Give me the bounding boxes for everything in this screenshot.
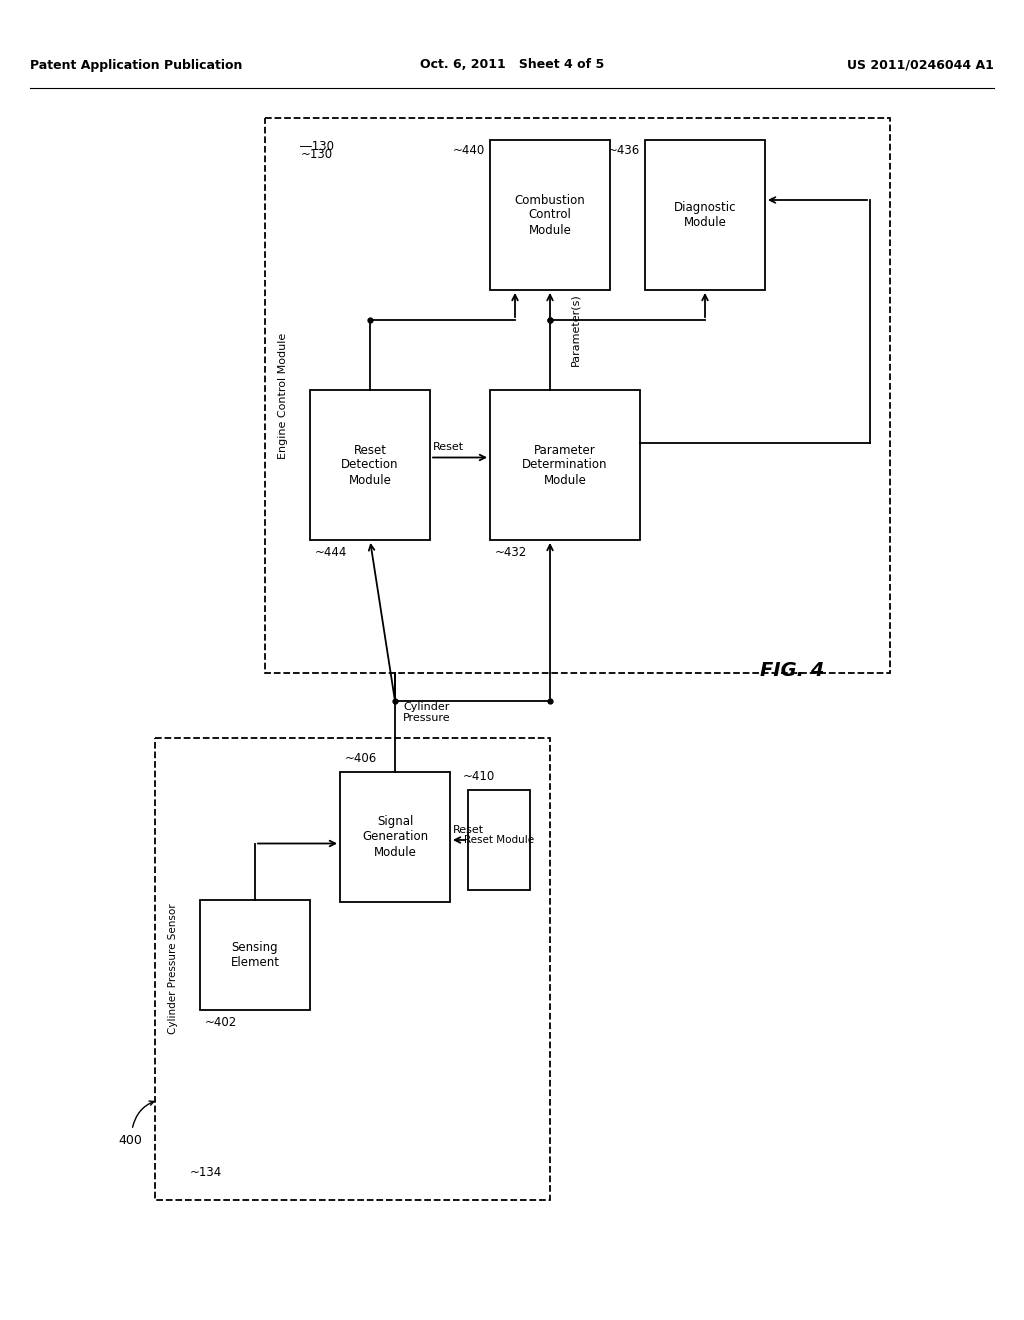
Text: Combustion
Control
Module: Combustion Control Module bbox=[515, 194, 586, 236]
Bar bbox=[265, 117, 890, 673]
Text: ~406: ~406 bbox=[345, 751, 377, 764]
Text: Diagnostic
Module: Diagnostic Module bbox=[674, 201, 736, 228]
Bar bbox=[468, 789, 530, 890]
Text: Signal
Generation
Module: Signal Generation Module bbox=[361, 816, 428, 858]
Bar bbox=[155, 738, 550, 1200]
Text: Cylinder
Pressure: Cylinder Pressure bbox=[403, 702, 451, 723]
Bar bbox=[645, 140, 765, 290]
Text: Patent Application Publication: Patent Application Publication bbox=[30, 58, 243, 71]
Text: Sensing
Element: Sensing Element bbox=[230, 941, 280, 969]
Bar bbox=[490, 140, 610, 290]
Bar bbox=[310, 389, 430, 540]
Text: ~440: ~440 bbox=[453, 144, 485, 157]
Text: Parameter
Determination
Module: Parameter Determination Module bbox=[522, 444, 608, 487]
Text: Reset
Detection
Module: Reset Detection Module bbox=[341, 444, 398, 487]
Text: 400: 400 bbox=[118, 1134, 142, 1147]
Text: Oct. 6, 2011   Sheet 4 of 5: Oct. 6, 2011 Sheet 4 of 5 bbox=[420, 58, 604, 71]
Bar bbox=[490, 389, 640, 540]
Text: Reset: Reset bbox=[453, 825, 484, 836]
Text: ~402: ~402 bbox=[205, 1015, 238, 1028]
Text: Cylinder Pressure Sensor: Cylinder Pressure Sensor bbox=[168, 904, 178, 1035]
Text: ~410: ~410 bbox=[463, 770, 496, 783]
Bar bbox=[200, 900, 310, 1010]
Text: ~134: ~134 bbox=[190, 1166, 222, 1179]
Text: US 2011/0246044 A1: US 2011/0246044 A1 bbox=[847, 58, 994, 71]
Text: Reset Module: Reset Module bbox=[464, 836, 535, 845]
Text: ~444: ~444 bbox=[315, 545, 347, 558]
Text: ~436: ~436 bbox=[608, 144, 640, 157]
Text: ~130: ~130 bbox=[301, 148, 333, 161]
Text: Parameter(s): Parameter(s) bbox=[570, 293, 580, 367]
Text: Engine Control Module: Engine Control Module bbox=[278, 333, 288, 458]
Text: ―130: ―130 bbox=[300, 140, 334, 153]
Bar bbox=[340, 772, 450, 902]
Text: FIG. 4: FIG. 4 bbox=[760, 660, 824, 680]
Text: Reset: Reset bbox=[433, 442, 464, 453]
Text: ~432: ~432 bbox=[495, 545, 527, 558]
